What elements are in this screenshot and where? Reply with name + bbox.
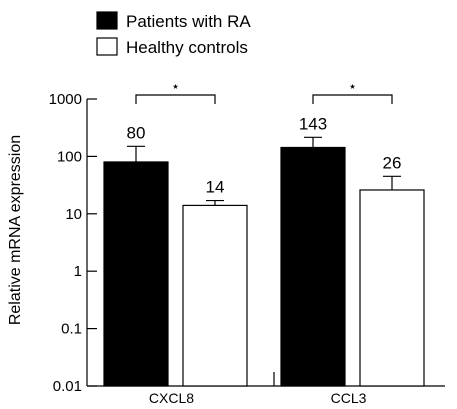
y-ticks: 1000 100 10 1 0.1 0.01 (49, 91, 97, 395)
y-axis-label: Relative mRNA expression (7, 135, 24, 325)
data-label: 14 (206, 178, 225, 197)
data-label: 80 (127, 123, 146, 142)
y-tick-label: 10 (65, 206, 82, 223)
x-tick-label: CCL3 (331, 390, 367, 406)
legend-swatch-controls (96, 37, 118, 56)
y-tick-label: 0.1 (61, 321, 82, 338)
legend-label-patients: Patients with RA (126, 12, 251, 31)
data-label: 26 (383, 153, 402, 172)
significance-star: ⋆ (171, 78, 180, 94)
legend-label-controls: Healthy controls (126, 38, 248, 57)
x-tick-labels: CXCL8 CCL3 (149, 390, 367, 406)
legend-swatch-patients (96, 11, 118, 30)
significance-bracket (312, 94, 393, 104)
data-label: 143 (299, 114, 327, 133)
bar (103, 161, 169, 387)
significance-star: ⋆ (348, 78, 357, 94)
bar (359, 189, 425, 387)
y-tick-label: 0.01 (53, 378, 82, 395)
legend: Patients with RA Healthy controls (96, 11, 251, 57)
x-tick-label: CXCL8 (149, 390, 194, 406)
y-tick-label: 100 (57, 148, 82, 165)
significance-bracket (135, 94, 216, 104)
bar (182, 204, 248, 387)
y-tick-label: 1000 (49, 91, 82, 108)
y-tick-label: 1 (74, 263, 82, 280)
bar (280, 146, 346, 387)
bars: 80 14 ⋆ 143 26 ⋆ (103, 78, 425, 387)
